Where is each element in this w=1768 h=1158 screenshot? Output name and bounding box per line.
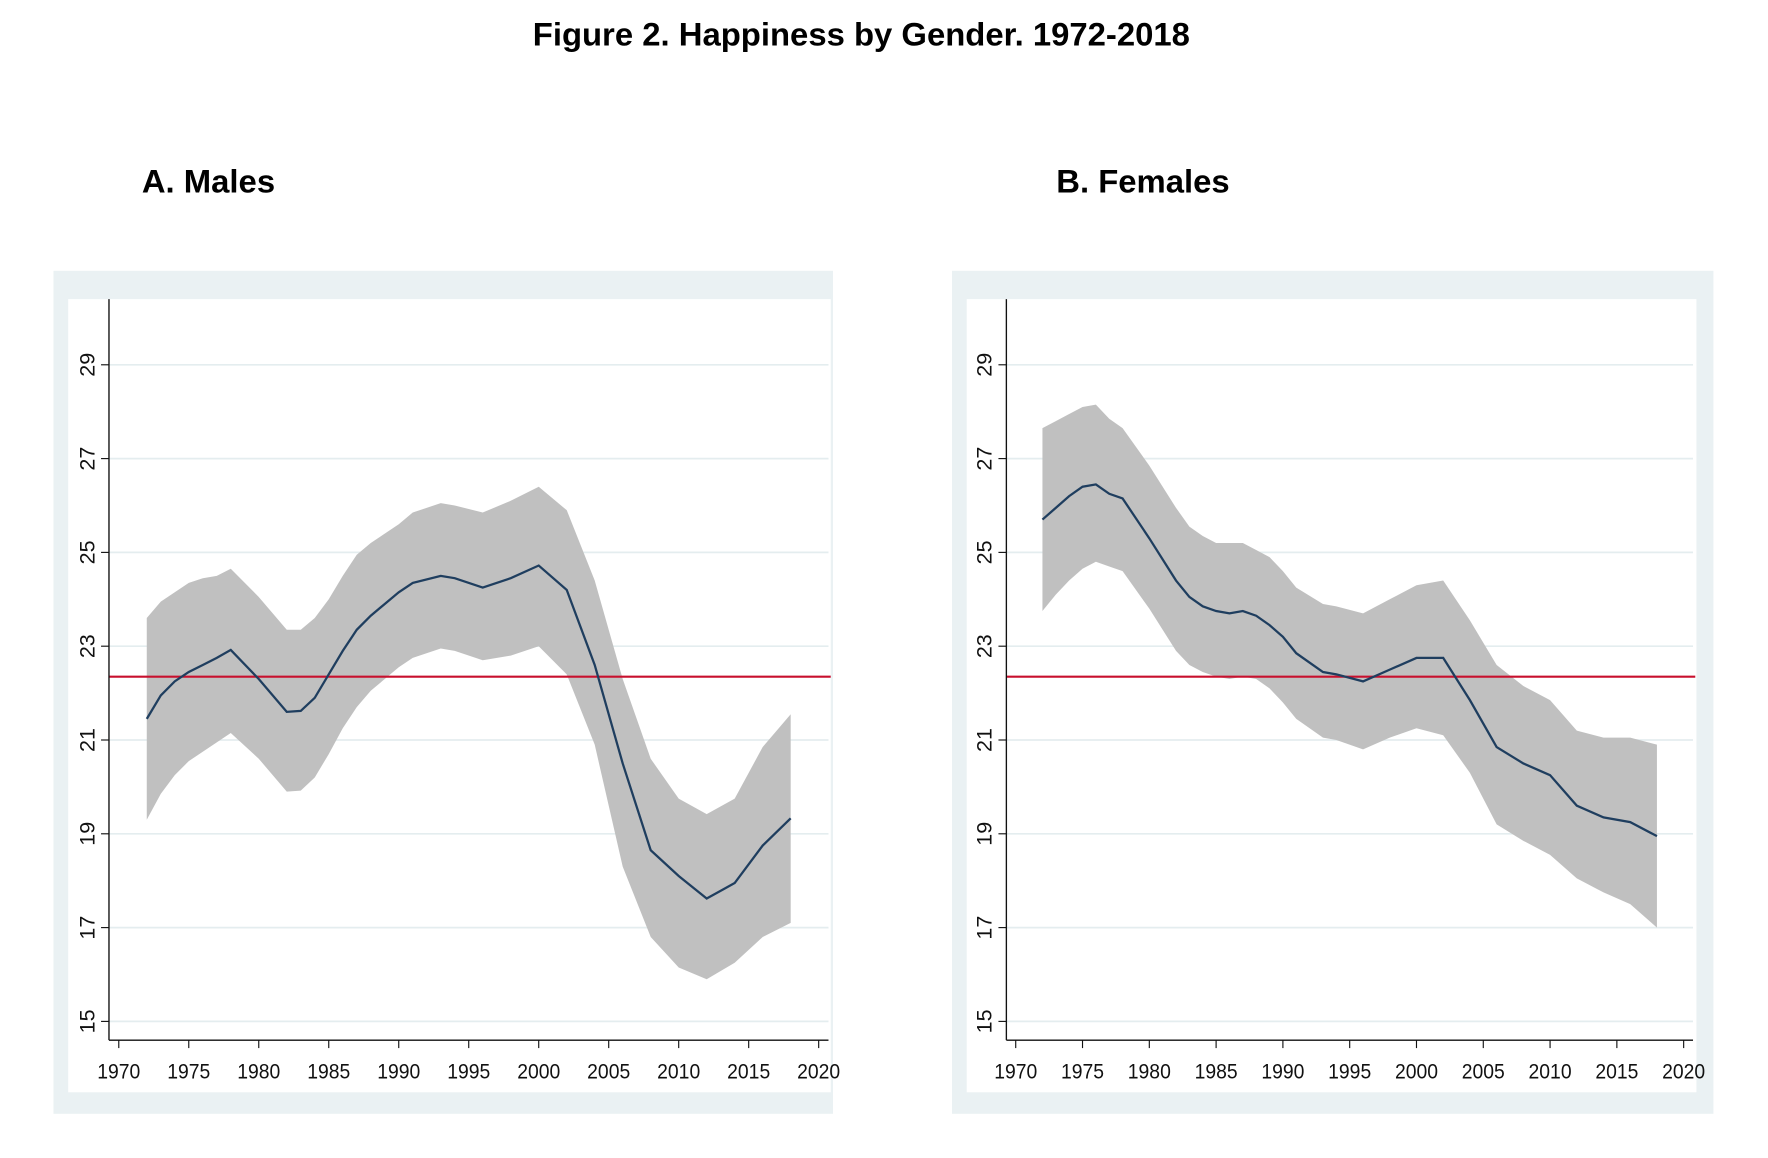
x-tick-label: 2010: [1529, 1060, 1572, 1084]
y-tick-label: 19: [973, 822, 997, 846]
x-tick-label: 1970: [97, 1060, 140, 1084]
y-tick-label: 17: [75, 916, 99, 940]
x-tick-label: 1980: [1128, 1060, 1171, 1084]
x-tick-label: 1980: [237, 1060, 280, 1084]
panel-title: A. Males: [142, 163, 275, 200]
y-tick-label: 17: [973, 916, 997, 940]
y-tick-label: 29: [973, 353, 997, 377]
y-tick-label: 27: [75, 447, 99, 471]
y-tick-label: 21: [75, 728, 99, 752]
x-tick-label: 2005: [1462, 1060, 1505, 1084]
x-tick-label: 1995: [447, 1060, 490, 1084]
confidence-band: [146, 486, 791, 980]
y-tick-label: 27: [973, 447, 997, 471]
x-tick-label: 2020: [1662, 1060, 1705, 1084]
figure-title: Figure 2. Happiness by Gender. 1972-2018: [533, 15, 1190, 52]
mean-line: [1041, 483, 1658, 838]
x-tick-label: 2020: [797, 1060, 840, 1084]
y-tick-label: 23: [973, 634, 997, 658]
y-tick-label: 19: [75, 822, 99, 846]
x-tick-label: 2000: [517, 1060, 560, 1084]
x-tick-label: 1970: [994, 1060, 1037, 1084]
x-tick-label: 1990: [377, 1060, 420, 1084]
y-tick-label: 23: [75, 634, 99, 658]
x-tick-label: 2015: [727, 1060, 770, 1084]
panel-title: B. Females: [1056, 163, 1229, 200]
y-tick-label: 21: [973, 728, 997, 752]
x-tick-label: 2005: [587, 1060, 630, 1084]
y-tick-label: 15: [973, 1009, 997, 1033]
x-tick-label: 1975: [1061, 1060, 1104, 1084]
y-tick-label: 15: [75, 1009, 99, 1033]
confidence-band: [1042, 404, 1657, 928]
x-tick-label: 2015: [1595, 1060, 1638, 1084]
x-tick-label: 1985: [307, 1060, 350, 1084]
mean-line: [145, 564, 792, 900]
y-tick-label: 25: [75, 540, 99, 564]
x-tick-label: 1985: [1195, 1060, 1238, 1084]
x-tick-label: 2010: [657, 1060, 700, 1084]
x-tick-label: 1975: [167, 1060, 210, 1084]
y-tick-label: 29: [75, 353, 99, 377]
x-tick-label: 1990: [1261, 1060, 1304, 1084]
y-tick-label: 25: [973, 540, 997, 564]
x-tick-label: 1995: [1328, 1060, 1371, 1084]
x-tick-label: 2000: [1395, 1060, 1438, 1084]
